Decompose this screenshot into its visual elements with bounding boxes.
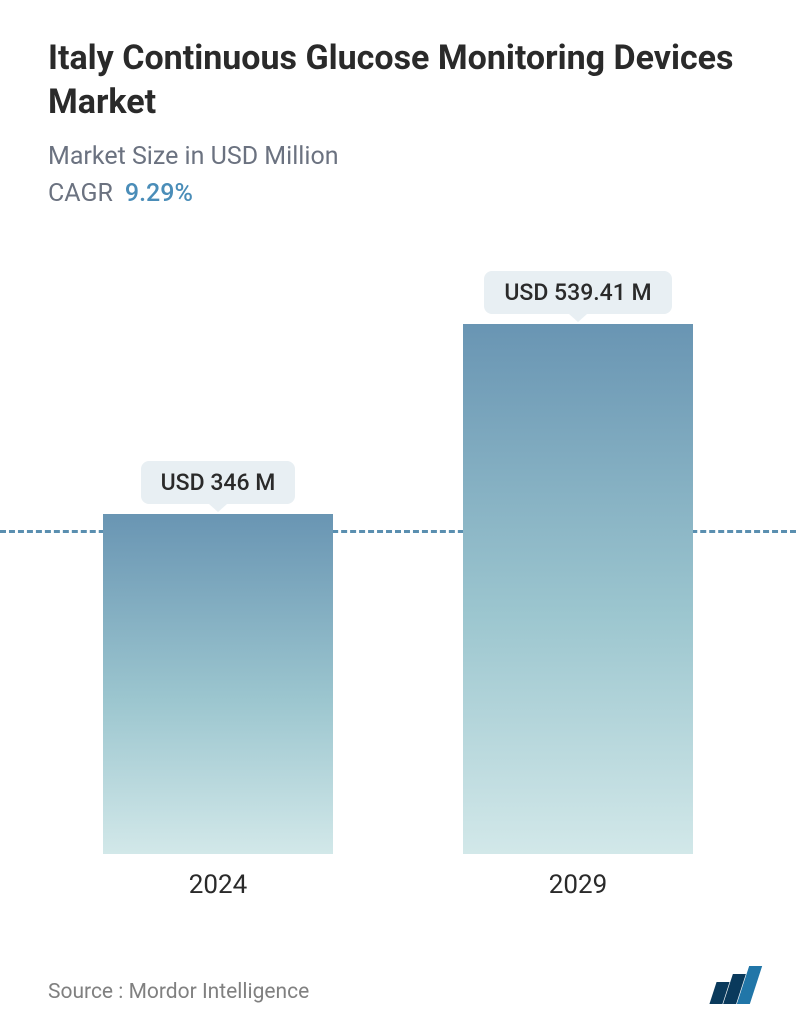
cagr-value: 9.29% [125,179,193,208]
bar-2024 [103,514,333,854]
bars-group: USD 346 M USD 539.41 M [0,260,796,854]
cagr-label: CAGR [48,179,113,208]
source-text: Source : Mordor Intelligence [48,980,309,1004]
cagr-row: CAGR 9.29% [48,179,756,208]
value-badge: USD 539.41 M [484,271,671,314]
x-axis-labels: 2024 2029 [0,870,796,900]
value-badge: USD 346 M [141,461,296,504]
x-label-2029: 2029 [463,870,693,900]
bar-group-2029: USD 539.41 M [463,271,693,854]
bar-2029 [463,324,693,854]
chart-subtitle: Market Size in USD Million [48,142,756,171]
chart-container: Italy Continuous Glucose Monitoring Devi… [0,0,796,1034]
chart-area: USD 346 M USD 539.41 M 2024 2029 [0,260,796,900]
chart-footer: Source : Mordor Intelligence [48,966,756,1004]
chart-title: Italy Continuous Glucose Monitoring Devi… [48,36,756,124]
bar-group-2024: USD 346 M [103,461,333,854]
mordor-logo-icon [713,966,756,1004]
x-label-2024: 2024 [103,870,333,900]
